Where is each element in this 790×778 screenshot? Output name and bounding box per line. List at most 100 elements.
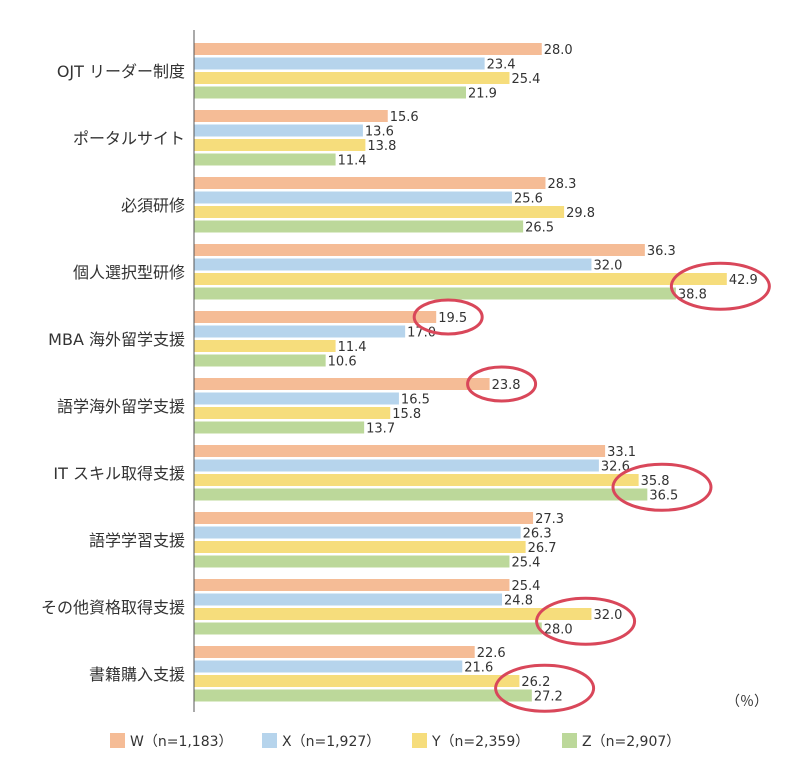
value-label: 23.4 bbox=[487, 58, 516, 73]
value-label: 42.9 bbox=[729, 273, 758, 288]
value-label: 36.3 bbox=[647, 244, 676, 259]
highlight-circle bbox=[412, 298, 484, 336]
value-label: 32.0 bbox=[593, 259, 622, 274]
bar-z bbox=[194, 622, 542, 635]
value-label: 28.3 bbox=[547, 177, 576, 192]
value-label: 35.8 bbox=[641, 474, 670, 489]
bar-x bbox=[194, 191, 512, 204]
value-label: 15.6 bbox=[390, 110, 419, 125]
value-label: 16.5 bbox=[401, 393, 430, 408]
value-label: 26.7 bbox=[528, 541, 557, 556]
legend-label-z: Z（n=2,907） bbox=[582, 734, 680, 750]
bar-y bbox=[194, 474, 639, 486]
bar-w bbox=[194, 110, 388, 122]
value-label: 28.0 bbox=[544, 623, 573, 638]
bar-y bbox=[194, 541, 526, 553]
highlight-circle bbox=[669, 261, 771, 311]
bar-x bbox=[194, 325, 406, 338]
bar-z bbox=[194, 287, 676, 300]
value-label: 19.5 bbox=[438, 311, 467, 326]
value-label: 32.6 bbox=[601, 460, 630, 475]
bar-y bbox=[194, 340, 336, 352]
value-label: 21.9 bbox=[468, 87, 497, 102]
bar-y bbox=[194, 72, 510, 84]
bar-z bbox=[194, 421, 365, 434]
value-label: 25.6 bbox=[514, 192, 543, 207]
bar-w bbox=[194, 646, 475, 658]
bar-x bbox=[194, 526, 521, 539]
bar-z bbox=[194, 354, 326, 367]
bar-y bbox=[194, 273, 727, 285]
category-label: 個人選択型研修 bbox=[73, 263, 185, 282]
value-label: 23.8 bbox=[492, 378, 521, 393]
unit-label: （％） bbox=[726, 694, 768, 710]
value-label: 11.4 bbox=[338, 340, 367, 355]
bar-w bbox=[194, 445, 606, 457]
value-label: 22.6 bbox=[477, 646, 506, 661]
category-label: その他資格取得支援 bbox=[41, 598, 185, 617]
bar-w bbox=[194, 177, 546, 189]
bar-w bbox=[194, 579, 510, 591]
highlight-circle bbox=[494, 663, 596, 713]
value-label: 27.2 bbox=[534, 690, 563, 705]
bar-y bbox=[194, 407, 391, 419]
value-label: 33.1 bbox=[607, 445, 636, 460]
bar-y bbox=[194, 675, 520, 687]
bar-z bbox=[194, 488, 648, 501]
category-label: 必須研修 bbox=[121, 196, 185, 215]
bar-z bbox=[194, 555, 510, 568]
bar-w bbox=[194, 244, 645, 256]
bar-w bbox=[194, 43, 542, 55]
bar-w bbox=[194, 378, 490, 390]
value-label: 26.5 bbox=[525, 221, 554, 236]
value-label: 10.6 bbox=[328, 355, 357, 370]
bar-z bbox=[194, 153, 336, 166]
highlight-circle bbox=[535, 596, 637, 646]
category-label: 語学学習支援 bbox=[89, 531, 185, 550]
bar-y bbox=[194, 608, 592, 620]
value-label: 29.8 bbox=[566, 206, 595, 221]
category-label: 語学海外留学支援 bbox=[57, 397, 185, 416]
highlight-circles-group bbox=[412, 261, 771, 713]
legend-label-w: W（n=1,183） bbox=[130, 734, 233, 750]
value-labels-group: 28.023.425.421.915.613.613.811.428.325.6… bbox=[328, 43, 758, 705]
bar-y bbox=[194, 139, 366, 151]
bar-z bbox=[194, 220, 524, 233]
category-label: ポータルサイト bbox=[73, 129, 185, 148]
bar-x bbox=[194, 124, 363, 137]
bar-y bbox=[194, 206, 565, 218]
value-label: 13.8 bbox=[367, 139, 396, 154]
value-label: 32.0 bbox=[593, 608, 622, 623]
legend: W（n=1,183） X（n=1,927） Y（n=2,359） Z（n=2,907） bbox=[110, 733, 680, 750]
bar-x bbox=[194, 593, 503, 606]
category-label: 書籍購入支援 bbox=[89, 665, 185, 684]
value-label: 26.3 bbox=[523, 527, 552, 542]
bar-x bbox=[194, 258, 592, 271]
legend-label-x: X（n=1,927） bbox=[282, 734, 380, 750]
value-label: 15.8 bbox=[392, 407, 421, 422]
bar-z bbox=[194, 86, 466, 99]
value-label: 11.4 bbox=[338, 154, 367, 169]
bar-w bbox=[194, 512, 534, 524]
legend-label-y: Y（n=2,359） bbox=[431, 734, 529, 750]
legend-swatch-x bbox=[262, 733, 277, 748]
bar-w bbox=[194, 311, 437, 323]
bar-x bbox=[194, 459, 599, 472]
bar-z bbox=[194, 689, 532, 702]
bar-x bbox=[194, 392, 399, 405]
bar-x bbox=[194, 57, 485, 70]
value-label: 26.2 bbox=[521, 675, 550, 690]
legend-swatch-y bbox=[412, 733, 427, 748]
value-label: 28.0 bbox=[544, 43, 573, 58]
value-label: 38.8 bbox=[678, 288, 707, 303]
value-label: 24.8 bbox=[504, 594, 533, 609]
value-label: 25.4 bbox=[511, 579, 540, 594]
value-label: 27.3 bbox=[535, 512, 564, 527]
value-label: 21.6 bbox=[464, 661, 493, 676]
highlight-circle bbox=[611, 462, 713, 512]
legend-swatch-w bbox=[110, 733, 125, 748]
value-label: 25.4 bbox=[511, 72, 540, 87]
bars-group bbox=[194, 43, 727, 702]
